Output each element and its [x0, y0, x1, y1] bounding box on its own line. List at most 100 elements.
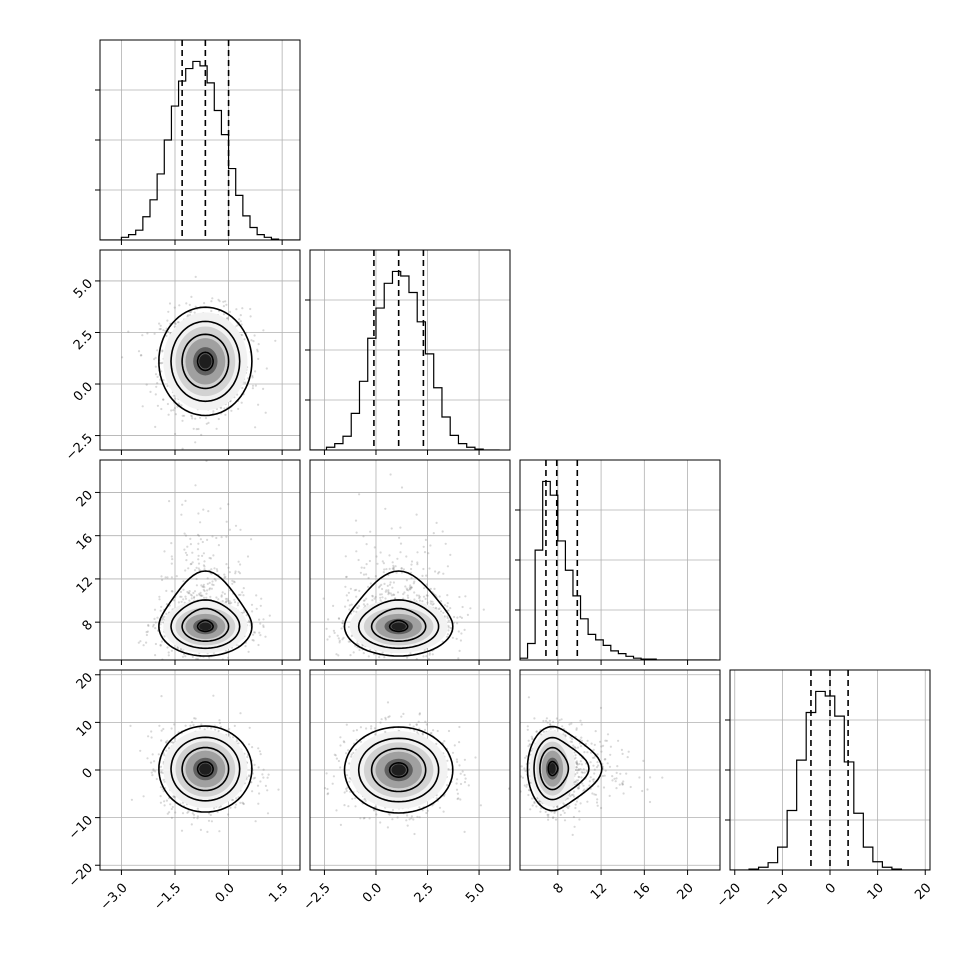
sample-point	[158, 724, 161, 727]
sample-point	[429, 600, 432, 603]
sample-point	[174, 397, 177, 400]
sample-point	[181, 655, 185, 658]
sample-point	[251, 384, 255, 387]
sample-point	[259, 622, 262, 625]
density-fill	[199, 763, 212, 775]
sample-point	[181, 419, 184, 422]
sample-point	[237, 407, 240, 410]
sample-point	[325, 627, 328, 630]
sample-point	[233, 598, 236, 601]
sample-point	[159, 786, 162, 789]
sample-point	[238, 572, 242, 575]
sample-point	[418, 595, 421, 598]
sample-point	[239, 314, 242, 317]
sample-point	[431, 653, 434, 656]
sample-point	[239, 712, 242, 715]
sample-point	[231, 582, 234, 585]
sample-point	[197, 542, 200, 545]
sample-point	[248, 743, 251, 746]
sample-point	[220, 595, 223, 598]
sample-point	[198, 534, 201, 537]
sample-point	[190, 415, 193, 418]
sample-point	[421, 600, 424, 603]
sample-point	[215, 568, 218, 571]
sample-point	[407, 589, 410, 592]
sample-point	[158, 322, 161, 325]
sample-point	[156, 349, 159, 352]
sample-point	[193, 595, 196, 599]
sample-point	[194, 275, 197, 278]
sample-point	[139, 354, 142, 357]
sample-point	[262, 387, 265, 390]
sample-point	[228, 310, 232, 313]
sample-point	[182, 588, 185, 591]
sample-point	[190, 823, 193, 826]
sample-point	[323, 787, 327, 790]
sample-point	[429, 602, 432, 605]
sample-point	[160, 362, 163, 365]
sample-point	[228, 528, 231, 531]
sample-point	[243, 611, 246, 614]
sample-point	[167, 654, 170, 657]
density-fill	[391, 622, 406, 631]
sample-point	[388, 567, 391, 571]
sample-point	[192, 427, 195, 430]
sample-point	[190, 414, 193, 417]
sample-point	[234, 601, 237, 604]
sample-point	[379, 599, 382, 602]
sample-point	[188, 592, 191, 595]
sample-point	[163, 615, 166, 618]
sample-point	[224, 649, 227, 653]
sample-point	[348, 762, 351, 765]
sample-point	[379, 593, 382, 596]
sample-point	[425, 655, 428, 658]
sample-point	[349, 654, 352, 657]
sample-point	[359, 571, 362, 574]
sample-point	[241, 591, 244, 594]
sample-point	[209, 557, 212, 560]
sample-point	[224, 300, 227, 303]
sample-point	[149, 761, 153, 764]
sample-point	[398, 536, 401, 539]
sample-point	[159, 609, 162, 612]
sample-point	[162, 329, 165, 332]
sample-point	[266, 812, 270, 815]
sample-point	[167, 310, 170, 313]
sample-point	[256, 350, 259, 353]
sample-point	[380, 593, 383, 596]
sample-point	[166, 402, 169, 406]
sample-point	[424, 597, 427, 601]
sample-point	[370, 725, 373, 728]
sample-point	[254, 820, 257, 823]
sample-point	[388, 661, 390, 663]
sample-point	[453, 615, 456, 619]
sample-point	[189, 543, 192, 546]
sample-point	[151, 753, 154, 756]
sample-point	[394, 597, 397, 600]
sample-point	[356, 607, 359, 610]
sample-point	[225, 600, 228, 603]
sample-point	[255, 594, 258, 597]
sample-point	[195, 657, 198, 660]
sample-point	[205, 592, 208, 595]
sample-point	[259, 604, 262, 607]
sample-point	[403, 591, 406, 594]
sample-point	[374, 575, 377, 578]
sample-point	[160, 407, 163, 411]
sample-point	[252, 639, 255, 642]
sample-point	[258, 792, 261, 795]
sample-point	[198, 727, 201, 730]
histogram-step-line	[730, 690, 930, 870]
sample-point	[188, 303, 191, 306]
sample-point	[198, 569, 201, 572]
sample-point	[258, 631, 261, 634]
sample-point	[215, 536, 218, 540]
sample-point	[203, 565, 206, 568]
sample-point	[410, 586, 413, 589]
contour-line	[343, 570, 454, 657]
sample-point	[244, 381, 247, 384]
sample-point	[145, 633, 148, 637]
sample-point	[365, 563, 368, 566]
sample-point	[199, 416, 202, 419]
contour-line	[170, 320, 241, 403]
